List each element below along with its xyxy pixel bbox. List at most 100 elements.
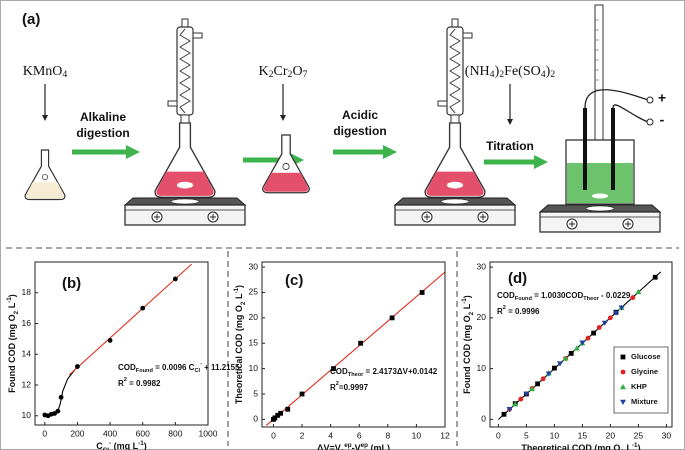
x-tick-label: 6 — [357, 430, 362, 440]
text-run: L — [234, 293, 244, 302]
x-axis-label: CCl- (mg L-1) — [96, 440, 147, 450]
data-point — [562, 355, 569, 361]
step-label: digestion — [76, 126, 129, 140]
step-label: digestion — [333, 124, 386, 138]
text-run: = 1.0030COD — [532, 291, 584, 300]
data-point — [75, 364, 80, 369]
reagent: KMnO4 — [23, 64, 68, 80]
y-tick-label: 5 — [253, 388, 258, 398]
text-run: ) — [546, 64, 551, 79]
x-axis-label: ΔV=V0ep-Vep (mL) — [317, 442, 390, 450]
y-tick-label: 16 — [22, 318, 32, 328]
series-line — [68, 263, 193, 376]
y-tick-label: 10 — [22, 410, 32, 420]
y-tick-label: 12 — [22, 379, 32, 389]
data-point — [299, 391, 305, 397]
supscript: -1 — [233, 287, 240, 293]
x-tick-label: 200 — [70, 428, 84, 438]
reagent: (NH4)2Fe(SO4)2 — [465, 64, 556, 80]
legend-marker — [620, 369, 626, 375]
data-point — [568, 350, 574, 356]
subscript: 2 — [620, 449, 624, 450]
terminal-label: + — [658, 90, 666, 106]
step-label: Titration — [486, 139, 534, 153]
panel-label: (c) — [285, 272, 303, 289]
data-point — [331, 366, 336, 372]
data-point — [389, 315, 395, 321]
panel-label: (b) — [62, 275, 81, 292]
y-axis-label: Found COD (mg O2 L-1) — [461, 295, 475, 394]
plot-frame — [489, 261, 673, 428]
data-point — [523, 391, 530, 397]
y-tick-label: 15 — [249, 337, 259, 347]
subscript: Cl — [103, 447, 110, 450]
supscript: 2 — [336, 381, 339, 387]
text-run: ) — [638, 443, 641, 450]
supscript: ep — [344, 442, 352, 449]
y-tick-label: 20 — [477, 312, 487, 322]
data-point — [419, 290, 425, 295]
data-point — [58, 394, 64, 400]
x-tick-label: 1000 — [199, 428, 218, 438]
green-arrow — [333, 145, 397, 159]
text-run: ) — [7, 294, 17, 297]
annotation: CODFound = 1.0030CODTheor - 0.0229 — [497, 291, 631, 302]
subscript: Found — [136, 368, 154, 374]
reflux-setup — [394, 18, 516, 226]
supscript: - — [109, 440, 111, 447]
y-tick-label: 0 — [481, 414, 486, 424]
terminal-label: - — [660, 112, 665, 128]
subscript: 2 — [269, 69, 274, 80]
subscript: 4 — [490, 69, 495, 80]
text-run: R — [497, 307, 503, 316]
text-run: (mL) — [368, 443, 390, 450]
text-run: COD — [497, 291, 515, 300]
data-point — [285, 406, 291, 412]
x-tick-label: 0 — [42, 428, 47, 438]
x-tick-label: 400 — [103, 428, 117, 438]
text-run: = 0.9982 — [127, 379, 161, 388]
text-run: (NH — [465, 64, 490, 79]
x-tick-label: 2 — [300, 430, 305, 440]
y-tick-label: 30 — [477, 261, 487, 271]
subscript: 0 — [341, 449, 345, 450]
panel-label: (d) — [508, 270, 527, 287]
subscript: 2 — [550, 69, 555, 80]
data-point — [652, 274, 658, 280]
subscript: 2 — [499, 69, 504, 80]
step-label: Alkaline — [80, 110, 126, 124]
text-run: L — [462, 303, 472, 312]
data-point — [557, 361, 563, 367]
y-axis-label: Theoretical COD (mg O2 L-1) — [233, 285, 247, 404]
subscript: 2 — [13, 310, 20, 314]
text-run: ) — [234, 285, 244, 288]
x-tick-label: 12 — [440, 430, 450, 440]
text-run: -V — [352, 443, 361, 450]
subscript: 4 — [541, 69, 546, 80]
data-point — [613, 310, 619, 316]
data-point — [501, 411, 507, 417]
data-point — [618, 305, 625, 311]
supscript: -1 — [632, 442, 638, 449]
y-axis-label: Found COD (mg O2 L-1) — [6, 294, 20, 393]
text-run: L — [624, 443, 633, 450]
x-tick-label: 600 — [136, 428, 150, 438]
text-run: KMnO — [23, 64, 63, 79]
subscript: Found — [515, 296, 533, 302]
x-tick-label: 20 — [606, 430, 616, 440]
text-run: K — [259, 64, 269, 79]
text-run: = 0.9996 — [506, 307, 540, 316]
text-run: ) — [495, 64, 500, 79]
annotation: CODFound = 0.0096 CCl- + 11.2155 — [118, 361, 240, 374]
data-point — [585, 335, 591, 341]
legend-label: Mixture — [631, 397, 658, 406]
x-tick-label: 4 — [328, 430, 333, 440]
data-point — [630, 295, 636, 300]
supscript: -1 — [6, 297, 13, 303]
annotation: CODTheor = 2.4173ΔV+0.0142 — [330, 367, 438, 378]
text-run: + 11.2155 — [202, 363, 240, 372]
text-run: COD — [118, 363, 136, 372]
flask — [24, 149, 66, 201]
x-axis-label: Theoretical COD (mg O2 L-1) — [521, 442, 640, 450]
